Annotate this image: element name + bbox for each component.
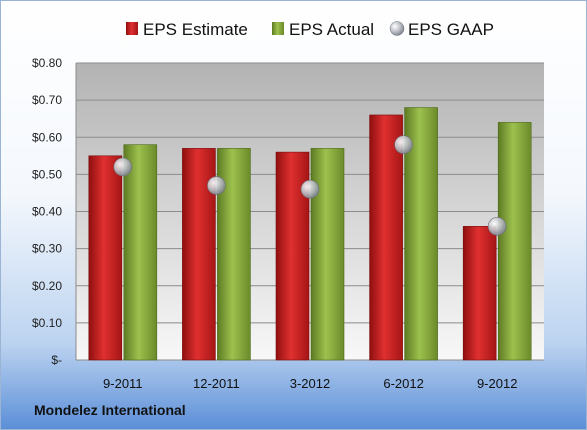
point-eps-gaap bbox=[113, 157, 133, 177]
y-tick-label: $0.70 bbox=[32, 93, 62, 107]
bar-eps-actual bbox=[310, 148, 345, 361]
x-tick-label: 3-2012 bbox=[290, 376, 330, 391]
y-tick-label: $0.50 bbox=[32, 167, 62, 181]
point-eps-gaap bbox=[394, 135, 413, 154]
legend-swatch bbox=[126, 22, 138, 35]
legend-swatch bbox=[272, 22, 284, 35]
bar-eps-estimate bbox=[369, 114, 403, 361]
y-tick-label: $- bbox=[51, 353, 62, 367]
legend-label: EPS Actual bbox=[289, 20, 374, 39]
x-tick-label: 12-2011 bbox=[193, 376, 240, 391]
x-tick-label: 9-2011 bbox=[103, 376, 143, 391]
y-tick-label: $0.40 bbox=[32, 205, 62, 219]
point-eps-gaap bbox=[300, 179, 320, 199]
y-tick-label: $0.30 bbox=[32, 242, 62, 256]
x-tick-label: 9-2012 bbox=[477, 376, 517, 391]
x-tick-label: 6-2012 bbox=[383, 376, 423, 391]
legend-swatch bbox=[389, 21, 405, 36]
y-tick-label: $0.80 bbox=[32, 56, 62, 70]
bar-eps-actual bbox=[123, 144, 158, 361]
company-name: Mondelez International bbox=[34, 402, 186, 418]
y-tick-label: $0.20 bbox=[32, 279, 62, 293]
bar-eps-estimate bbox=[462, 226, 497, 361]
y-tick-label: $0.10 bbox=[32, 316, 62, 330]
bar-eps-actual bbox=[497, 122, 532, 361]
y-tick-label: $0.60 bbox=[32, 130, 62, 144]
legend-label: EPS GAAP bbox=[408, 20, 494, 39]
point-eps-gaap bbox=[207, 176, 226, 195]
legend-label: EPS Estimate bbox=[143, 20, 248, 39]
point-eps-gaap bbox=[487, 217, 507, 236]
bar-eps-estimate bbox=[88, 155, 123, 361]
